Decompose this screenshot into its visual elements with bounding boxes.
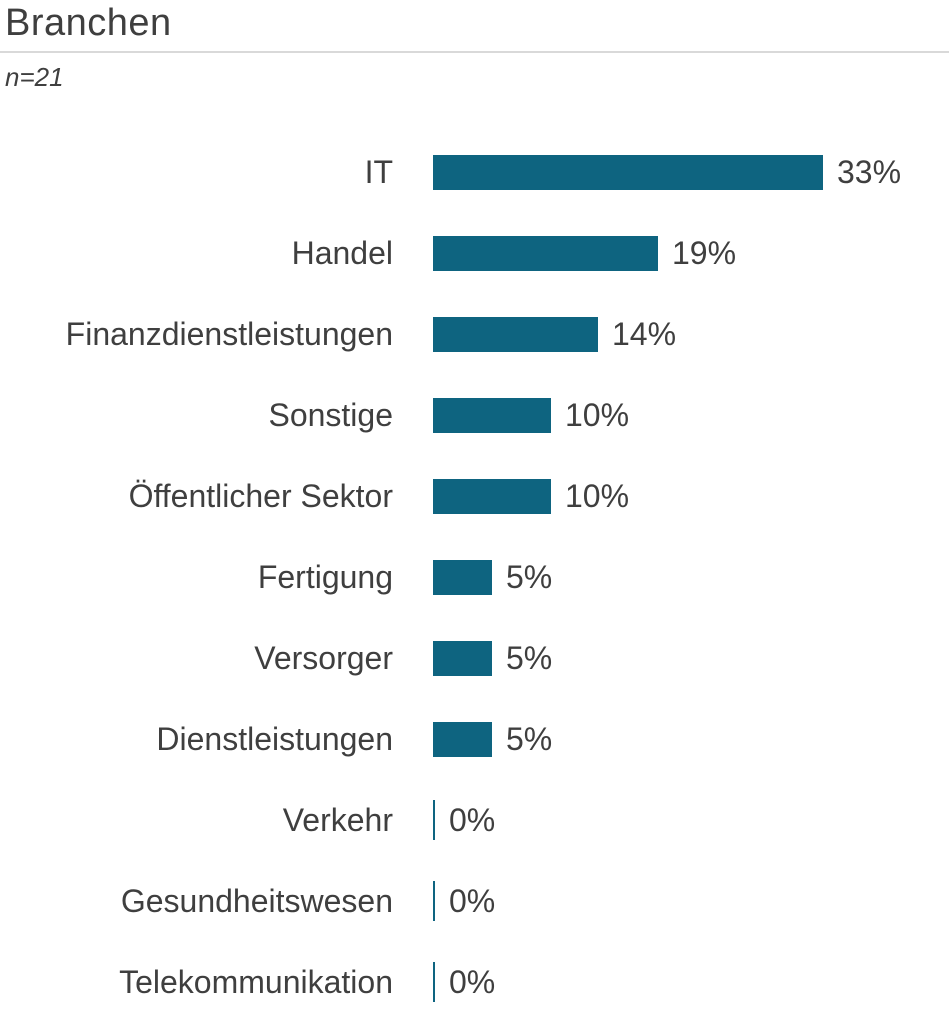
bar — [433, 397, 551, 433]
value-label: 10% — [565, 396, 630, 433]
bar-row: Fertigung 5% — [0, 537, 949, 618]
value-label: 0% — [449, 882, 496, 919]
bar-plot-area: 0% — [433, 881, 496, 922]
bar — [433, 154, 823, 190]
bar-plot-area: 14% — [433, 316, 676, 353]
bar — [433, 478, 551, 514]
bar — [433, 881, 435, 922]
bar-row: Telekommunikation 0% — [0, 942, 949, 1023]
value-label: 5% — [506, 558, 553, 595]
value-label: 10% — [565, 477, 630, 514]
value-label: 33% — [837, 153, 902, 190]
value-label: 5% — [506, 639, 553, 676]
bar — [433, 800, 435, 841]
category-label: Gesundheitswesen — [120, 882, 393, 919]
bar-chart: IT 33% Handel 19% Finanzdienstleistungen… — [0, 132, 949, 1023]
category-label: Öffentlicher Sektor — [128, 477, 393, 514]
bar-row: IT 33% — [0, 132, 949, 213]
category-label: Telekommunikation — [119, 963, 393, 1000]
bar — [433, 235, 658, 271]
category-label: Sonstige — [268, 396, 393, 433]
category-label: IT — [364, 153, 393, 190]
bar-plot-area: 0% — [433, 800, 496, 841]
category-label: Versorger — [254, 639, 393, 676]
bar-plot-area: 0% — [433, 962, 496, 1003]
bar-plot-area: 5% — [433, 559, 552, 596]
bar — [433, 721, 492, 757]
bar-row: Handel 19% — [0, 213, 949, 294]
bar-plot-area: 5% — [433, 721, 552, 758]
category-label: Fertigung — [257, 558, 393, 595]
chart-title: Branchen — [5, 2, 172, 44]
bar-row: Finanzdienstleistungen 14% — [0, 294, 949, 375]
category-label: Handel — [291, 234, 393, 271]
bar-row: Sonstige 10% — [0, 375, 949, 456]
category-label: Dienstleistungen — [156, 720, 393, 757]
bar-plot-area: 10% — [433, 478, 629, 515]
bar — [433, 640, 492, 676]
bar — [433, 316, 598, 352]
bar-row: Öffentlicher Sektor 10% — [0, 456, 949, 537]
bar-plot-area: 10% — [433, 397, 629, 434]
bar-row: Verkehr 0% — [0, 780, 949, 861]
bar-plot-area: 33% — [433, 154, 901, 191]
bar — [433, 559, 492, 595]
bar — [433, 962, 435, 1003]
value-label: 0% — [449, 963, 496, 1000]
bar-row: Dienstleistungen 5% — [0, 699, 949, 780]
chart-header: Branchen n=21 — [0, 0, 949, 93]
category-label: Verkehr — [282, 801, 393, 838]
bar-row: Versorger 5% — [0, 618, 949, 699]
value-label: 5% — [506, 720, 553, 757]
value-label: 19% — [672, 234, 737, 271]
value-label: 0% — [449, 801, 496, 838]
bar-plot-area: 19% — [433, 235, 736, 272]
category-label: Finanzdienstleistungen — [65, 315, 393, 352]
bar-row: Gesundheitswesen 0% — [0, 861, 949, 942]
header-divider — [0, 50, 949, 53]
sample-size-label: n=21 — [5, 61, 64, 92]
bar-plot-area: 5% — [433, 640, 552, 677]
value-label: 14% — [612, 315, 677, 352]
